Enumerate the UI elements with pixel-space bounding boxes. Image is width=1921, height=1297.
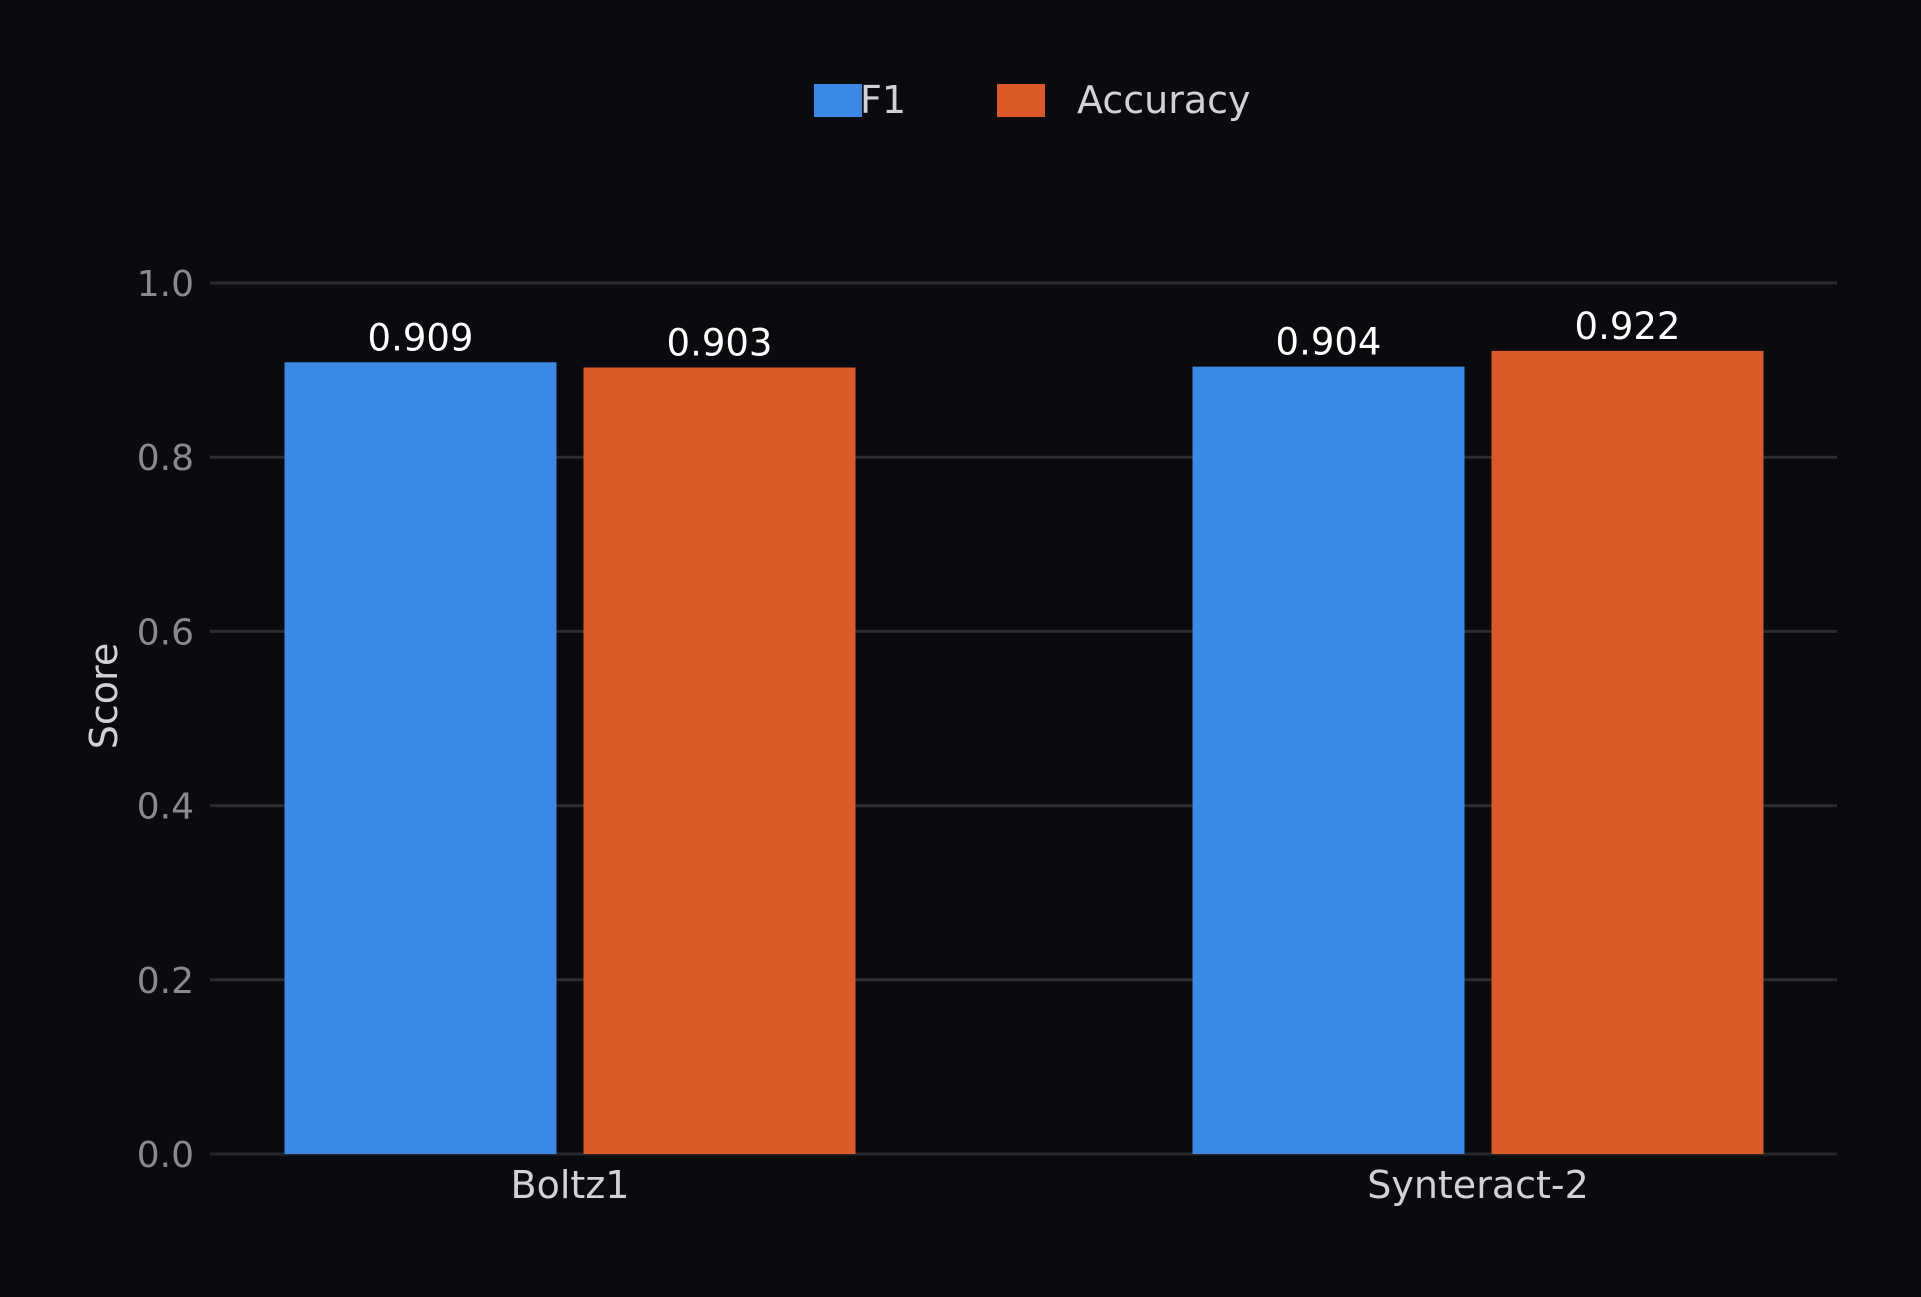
y-tick-label: 0.6 (137, 612, 194, 653)
value-label: 0.903 (667, 321, 773, 364)
x-category-label: Synteract-2 (1367, 1163, 1589, 1207)
bar-accuracy-boltz1[interactable] (583, 367, 856, 1154)
x-category-label: Boltz1 (511, 1163, 630, 1207)
y-axis-ticks: 0.0 0.2 0.4 0.6 0.8 1.0 (137, 264, 194, 1176)
legend-swatch (814, 84, 862, 117)
legend-label: F1 (860, 78, 906, 122)
y-tick-label: 0.8 (137, 438, 194, 479)
value-label: 0.922 (1575, 305, 1681, 348)
legend-item-f1[interactable]: F1 (814, 78, 906, 122)
legend[interactable]: F1 Accuracy (814, 78, 1251, 122)
y-tick-label: 0.4 (137, 787, 194, 828)
value-labels: 0.909 0.903 0.904 0.922 (368, 305, 1681, 365)
legend-label: Accuracy (1077, 78, 1251, 122)
y-tick-label: 1.0 (137, 264, 194, 305)
x-axis-categories: Boltz1 Synteract-2 (511, 1163, 1589, 1207)
value-label: 0.909 (368, 316, 474, 359)
y-axis-title: Score (82, 643, 126, 749)
bar-accuracy-synteract-2[interactable] (1491, 350, 1764, 1154)
bar-f1-synteract-2[interactable] (1192, 366, 1465, 1155)
legend-item-accuracy[interactable]: Accuracy (997, 78, 1251, 122)
value-label: 0.904 (1276, 321, 1382, 364)
y-tick-label: 0.0 (137, 1135, 194, 1176)
bar-f1-boltz1[interactable] (284, 362, 557, 1154)
y-tick-label: 0.2 (137, 961, 194, 1002)
legend-swatch (997, 84, 1045, 117)
bars (284, 350, 1764, 1155)
